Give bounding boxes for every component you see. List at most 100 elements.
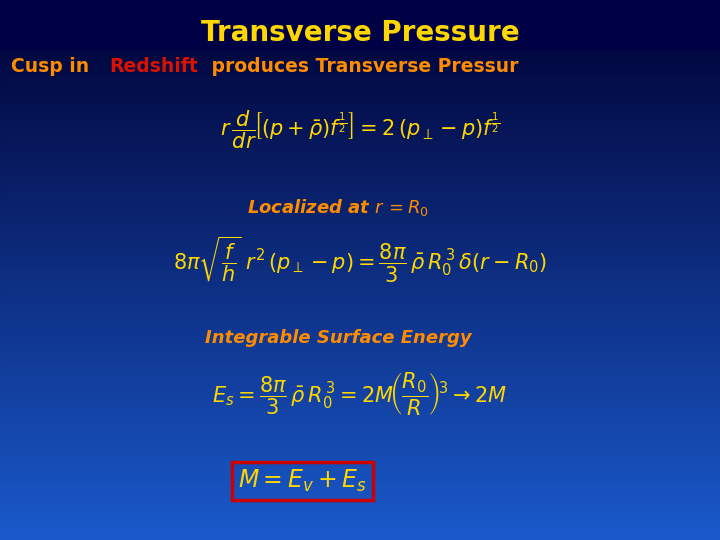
Bar xyxy=(0,151,720,154)
Bar xyxy=(0,302,720,305)
Bar xyxy=(0,394,720,397)
Bar xyxy=(0,381,720,383)
Bar xyxy=(0,408,720,410)
Text: Integrable Surface Energy: Integrable Surface Energy xyxy=(205,329,472,347)
Bar xyxy=(0,86,720,89)
Bar xyxy=(0,389,720,392)
Bar xyxy=(0,494,720,497)
Bar xyxy=(0,383,720,386)
Bar xyxy=(0,267,720,270)
Bar xyxy=(0,3,720,5)
Bar xyxy=(0,397,720,400)
Bar xyxy=(0,103,720,105)
Bar xyxy=(0,208,720,211)
Bar xyxy=(0,227,720,229)
Bar xyxy=(0,310,720,313)
Bar xyxy=(0,16,720,19)
Text: $r\,\dfrac{d}{dr}\!\left[(p+\bar{\rho})f^{\frac{1}{2}}\right] = 2\,(p_{\perp}-p): $r\,\dfrac{d}{dr}\!\left[(p+\bar{\rho})f… xyxy=(220,108,500,151)
Bar xyxy=(0,0,720,49)
Bar xyxy=(0,159,720,162)
Bar xyxy=(0,297,720,300)
Bar xyxy=(0,286,720,289)
Bar xyxy=(0,392,720,394)
Bar xyxy=(0,427,720,429)
Bar xyxy=(0,510,720,513)
Bar xyxy=(0,486,720,489)
Bar xyxy=(0,275,720,278)
Bar xyxy=(0,467,720,470)
Bar xyxy=(0,57,720,59)
Bar xyxy=(0,308,720,310)
Bar xyxy=(0,329,720,332)
Bar xyxy=(0,154,720,157)
Bar xyxy=(0,14,720,16)
Bar xyxy=(0,230,720,232)
Bar xyxy=(0,521,720,524)
Bar xyxy=(0,162,720,165)
Bar xyxy=(0,343,720,346)
Bar xyxy=(0,378,720,381)
Bar xyxy=(0,246,720,248)
Bar xyxy=(0,400,720,402)
Bar xyxy=(0,238,720,240)
Bar xyxy=(0,300,720,302)
Text: $E_s = \dfrac{8\pi}{3}\,\bar{\rho}\,R_0^{\,3} = 2M\!\left(\dfrac{R_0}{R}\right)^: $E_s = \dfrac{8\pi}{3}\,\bar{\rho}\,R_0^… xyxy=(212,370,508,417)
Bar xyxy=(0,27,720,30)
Bar xyxy=(0,54,720,57)
Bar xyxy=(0,321,720,324)
Bar xyxy=(0,11,720,14)
Bar xyxy=(0,148,720,151)
Bar xyxy=(0,240,720,243)
Bar xyxy=(0,243,720,246)
Bar xyxy=(0,146,720,148)
Bar xyxy=(0,316,720,319)
Bar xyxy=(0,424,720,427)
Bar xyxy=(0,518,720,521)
Bar xyxy=(0,324,720,327)
Bar xyxy=(0,167,720,170)
Bar xyxy=(0,483,720,486)
Bar xyxy=(0,30,720,32)
Bar xyxy=(0,211,720,213)
Bar xyxy=(0,464,720,467)
Bar xyxy=(0,254,720,256)
Bar xyxy=(0,132,720,135)
Text: produces Transverse Pressur: produces Transverse Pressur xyxy=(205,57,518,76)
Bar xyxy=(0,165,720,167)
Bar xyxy=(0,70,720,73)
Bar xyxy=(0,475,720,478)
Bar xyxy=(0,265,720,267)
Text: Redshift: Redshift xyxy=(109,57,198,76)
Bar xyxy=(0,440,720,443)
Bar xyxy=(0,270,720,273)
Bar xyxy=(0,116,720,119)
Bar xyxy=(0,451,720,454)
Bar xyxy=(0,508,720,510)
Bar xyxy=(0,348,720,351)
Bar xyxy=(0,62,720,65)
Bar xyxy=(0,5,720,8)
Bar xyxy=(0,537,720,540)
Bar xyxy=(0,170,720,173)
Bar xyxy=(0,313,720,316)
Bar xyxy=(0,205,720,208)
Bar xyxy=(0,354,720,356)
Bar xyxy=(0,216,720,219)
Bar xyxy=(0,535,720,537)
Bar xyxy=(0,122,720,124)
Bar xyxy=(0,235,720,238)
Bar xyxy=(0,138,720,140)
Bar xyxy=(0,273,720,275)
Bar xyxy=(0,305,720,308)
Bar xyxy=(0,448,720,451)
Bar xyxy=(0,500,720,502)
Bar xyxy=(0,232,720,235)
Bar xyxy=(0,113,720,116)
Bar xyxy=(0,432,720,435)
Bar xyxy=(0,219,720,221)
Bar xyxy=(0,362,720,364)
Bar xyxy=(0,40,720,43)
Bar xyxy=(0,259,720,262)
Bar xyxy=(0,319,720,321)
Bar xyxy=(0,94,720,97)
